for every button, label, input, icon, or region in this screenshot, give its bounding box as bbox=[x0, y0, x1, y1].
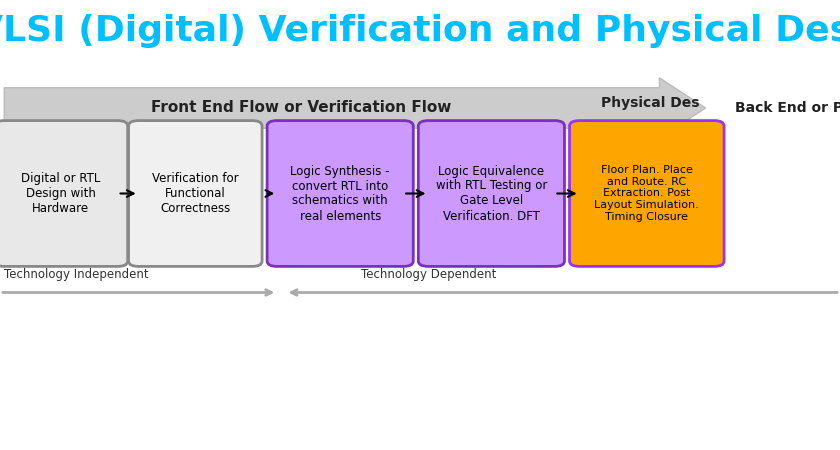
FancyBboxPatch shape bbox=[0, 121, 128, 266]
FancyBboxPatch shape bbox=[129, 121, 262, 266]
Text: Physical Des: Physical Des bbox=[601, 96, 699, 110]
Text: Digital or RTL
Design with
Hardware: Digital or RTL Design with Hardware bbox=[21, 172, 101, 215]
Text: Back End or P: Back End or P bbox=[735, 101, 840, 115]
FancyBboxPatch shape bbox=[570, 121, 724, 266]
Text: VLSI (Digital) Verification and Physical Design Flow: VLSI (Digital) Verification and Physical… bbox=[0, 14, 840, 48]
Text: Floor Plan. Place
and Route. RC
Extraction. Post
Layout Simulation.
Timing Closu: Floor Plan. Place and Route. RC Extracti… bbox=[595, 165, 699, 222]
FancyBboxPatch shape bbox=[418, 121, 564, 266]
Text: Logic Equivalence
with RTL Testing or
Gate Level
Verification. DFT: Logic Equivalence with RTL Testing or Ga… bbox=[436, 165, 547, 222]
FancyBboxPatch shape bbox=[267, 121, 413, 266]
Polygon shape bbox=[4, 78, 706, 138]
Text: Technology Dependent: Technology Dependent bbox=[361, 268, 496, 281]
Text: Front End Flow or Verification Flow: Front End Flow or Verification Flow bbox=[151, 100, 452, 116]
Text: Technology Independent: Technology Independent bbox=[4, 268, 149, 281]
Text: Logic Synthesis -
convert RTL into
schematics with
real elements: Logic Synthesis - convert RTL into schem… bbox=[291, 165, 390, 222]
Text: Verification for
Functional
Correctness: Verification for Functional Correctness bbox=[152, 172, 239, 215]
